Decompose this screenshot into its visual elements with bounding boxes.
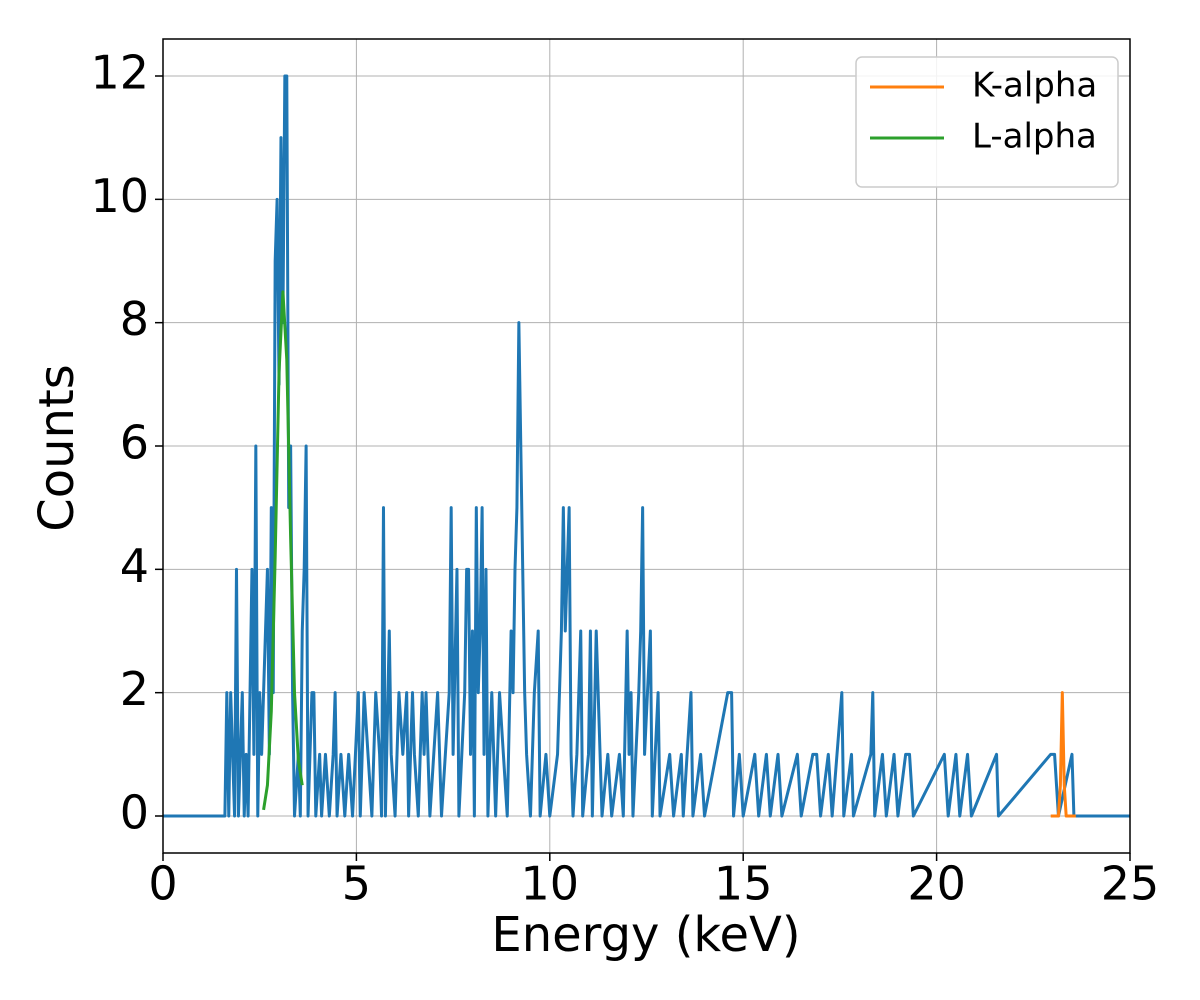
series-line	[1050, 691, 1076, 818]
series-line	[163, 74, 1130, 818]
x-tick-label: 5	[342, 857, 371, 911]
x-tick-label: 25	[1101, 857, 1160, 911]
y-tick-label: 12	[90, 46, 149, 100]
plot-frame	[162, 38, 1131, 854]
y-tick-label: 0	[120, 786, 149, 840]
y-tick-label: 10	[90, 169, 149, 223]
series-line	[262, 290, 304, 811]
legend-label: K-alpha	[972, 66, 1097, 106]
y-tick-label: 6	[120, 416, 149, 470]
y-tick-label: 4	[120, 539, 149, 593]
x-tick-label: 10	[521, 857, 580, 911]
y-tick-label: 8	[120, 292, 149, 346]
legend-box	[855, 56, 1119, 188]
x-tick-label: 15	[714, 857, 773, 911]
x-axis-label: Energy (keV)	[491, 907, 800, 963]
legend-label: L-alpha	[972, 117, 1097, 157]
y-tick-label: 2	[120, 662, 149, 716]
x-tick-label: 20	[907, 857, 966, 911]
x-tick-label: 0	[148, 857, 177, 911]
y-axis-label: Counts	[29, 364, 85, 532]
